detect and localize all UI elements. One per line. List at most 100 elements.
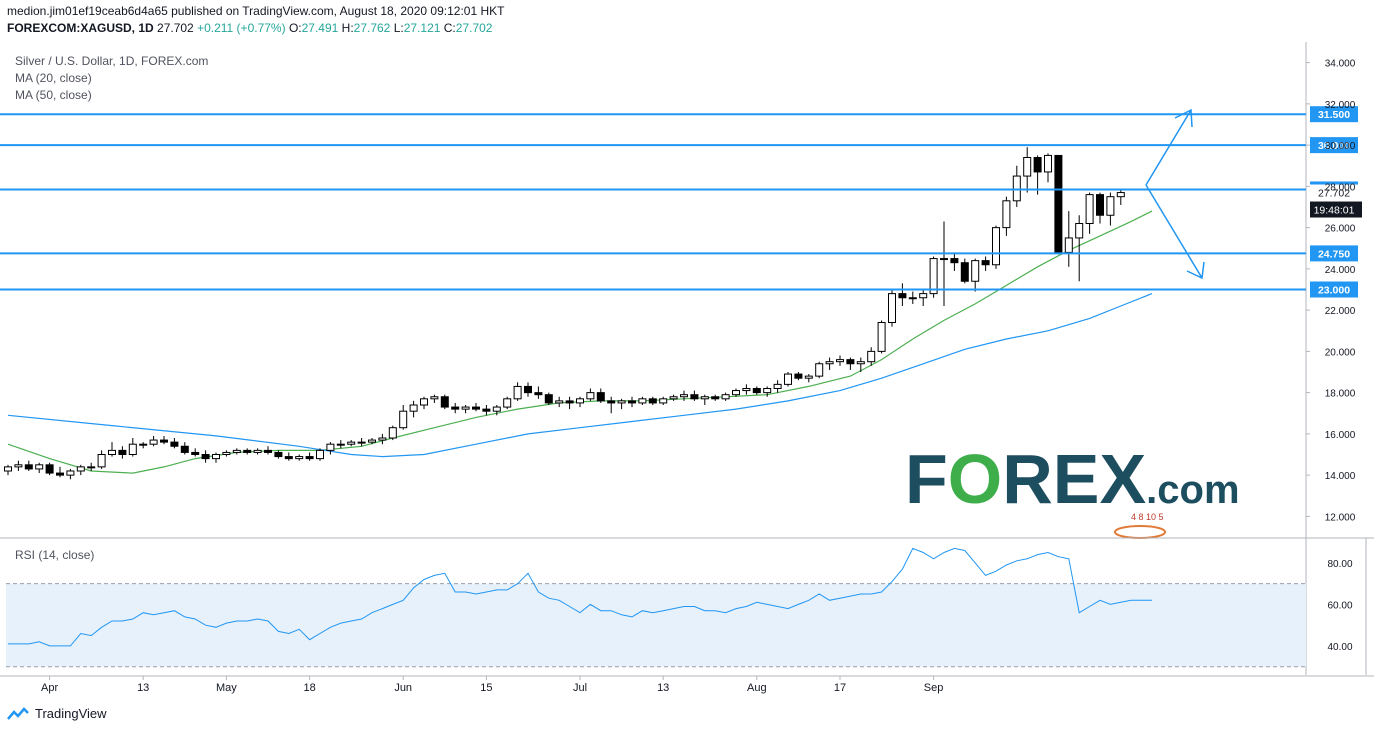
- candle-down: [274, 451, 283, 458]
- tradingview-footer[interactable]: TradingView: [6, 706, 107, 721]
- level-label: 23.000: [1318, 285, 1350, 297]
- candle-up: [888, 293, 896, 323]
- candle-up: [503, 398, 512, 408]
- x-tick-label: 17: [834, 682, 846, 694]
- candle-up: [430, 396, 439, 400]
- candle-up: [1044, 154, 1052, 173]
- rsi-tick-label: 40.00: [1327, 642, 1352, 653]
- candle-up: [139, 443, 148, 446]
- candle-down: [45, 464, 54, 474]
- close-label: C:: [443, 21, 456, 35]
- candle-up: [295, 456, 304, 460]
- x-tick-label: 13: [137, 682, 149, 694]
- candle-up: [721, 394, 730, 400]
- level-label: 31.500: [1318, 109, 1350, 121]
- candle-up: [784, 373, 792, 385]
- candle-up: [232, 449, 241, 453]
- candle-up: [1064, 237, 1073, 253]
- y-tick-label: 12.000: [1325, 512, 1356, 523]
- ohlc-line: FOREXCOM:XAGUSD, 1D 27.702 +0.211 (+0.77…: [7, 20, 504, 37]
- y-tick-label: 32.000: [1325, 100, 1356, 111]
- candle-up: [316, 449, 324, 460]
- rsi-tick-label: 60.00: [1327, 600, 1352, 611]
- ma20-legend[interactable]: MA (20, close): [15, 71, 92, 85]
- candle-up: [368, 439, 376, 443]
- footer-brand: TradingView: [35, 706, 107, 721]
- level-label: 30.000: [1318, 140, 1350, 152]
- countdown-badge: [1310, 201, 1362, 218]
- candle-up: [35, 464, 44, 470]
- candle-up: [659, 398, 668, 404]
- up-arrow-line: [1145, 109, 1192, 186]
- candle-up: [1106, 196, 1115, 216]
- candle-up: [836, 359, 844, 363]
- candle-down: [1096, 194, 1104, 216]
- open-label: O:: [288, 21, 302, 35]
- low-label: L:: [393, 21, 404, 35]
- watermark-subtext: 4 8 10 5: [1131, 512, 1164, 522]
- y-tick-label: 26.000: [1325, 224, 1356, 235]
- x-tick-label: May: [216, 682, 237, 694]
- candle-down: [170, 441, 179, 447]
- candle-up: [97, 454, 106, 468]
- candle-down: [118, 449, 127, 455]
- candle-down: [565, 400, 574, 404]
- high-value: 27.762: [353, 21, 391, 35]
- candle-down: [596, 392, 605, 402]
- candle-up: [940, 258, 948, 261]
- x-tick-label: 15: [480, 682, 492, 694]
- candle-up: [87, 466, 96, 469]
- projection-arrows: [1145, 108, 1205, 280]
- candle-down: [752, 388, 761, 394]
- price-label: 27.702: [1318, 188, 1350, 200]
- candle-up: [253, 449, 262, 453]
- indicator-legend: Silver / U.S. Dollar, 1D, FOREX.com MA (…: [15, 53, 208, 104]
- tradingview-logo-icon: [7, 706, 29, 720]
- rsi-line: [8, 547, 1152, 647]
- forex-watermark: FOREX.com 4 8 10 5: [905, 440, 1240, 539]
- candle-up: [347, 441, 356, 445]
- watermark-dotcom: .com: [1146, 468, 1239, 512]
- x-tick-label: Jun: [394, 682, 412, 694]
- candle-down: [264, 449, 272, 453]
- level-badge: [1310, 106, 1358, 123]
- level-badge: [1310, 137, 1358, 154]
- y-tick-label: 22.000: [1325, 306, 1356, 317]
- candle-up: [576, 398, 584, 404]
- ma50-legend[interactable]: MA (50, close): [15, 88, 92, 102]
- candle-up: [763, 388, 772, 394]
- candle-up: [108, 449, 116, 455]
- candle-down: [607, 400, 616, 404]
- candle-down: [180, 445, 189, 453]
- x-tick-label: Apr: [41, 682, 58, 694]
- x-tick-label: 13: [657, 682, 669, 694]
- candle-up: [804, 375, 813, 379]
- candle-up: [867, 350, 876, 363]
- candle-down: [690, 394, 699, 400]
- candle-down: [451, 406, 460, 410]
- close-value: 27.702: [455, 21, 493, 35]
- candle-down: [305, 456, 314, 460]
- candle-up: [14, 464, 23, 468]
- candle-down: [534, 392, 543, 396]
- last-price: 27.702: [157, 21, 194, 35]
- y-tick-label: 34.000: [1325, 59, 1356, 70]
- candle-down: [960, 262, 969, 282]
- candle-up: [409, 404, 418, 412]
- level-badge: [1310, 281, 1358, 298]
- candle-down: [482, 408, 491, 412]
- candle-up: [336, 443, 345, 446]
- open-value: 27.491: [301, 21, 339, 35]
- y-tick-label: 20.000: [1325, 347, 1356, 358]
- chart-header: medion.jim01ef19ceab6d4a65 published on …: [7, 3, 504, 37]
- candle-up: [4, 466, 12, 472]
- candle-up: [149, 439, 158, 445]
- series-title[interactable]: Silver / U.S. Dollar, 1D, FOREX.com: [15, 54, 209, 68]
- high-label: H:: [341, 21, 354, 35]
- countdown-label: 19:48:01: [1314, 205, 1355, 217]
- candle-up: [669, 396, 678, 400]
- candle-up: [212, 454, 220, 460]
- watermark-rex: REX: [1002, 440, 1146, 518]
- candle-up: [128, 443, 137, 455]
